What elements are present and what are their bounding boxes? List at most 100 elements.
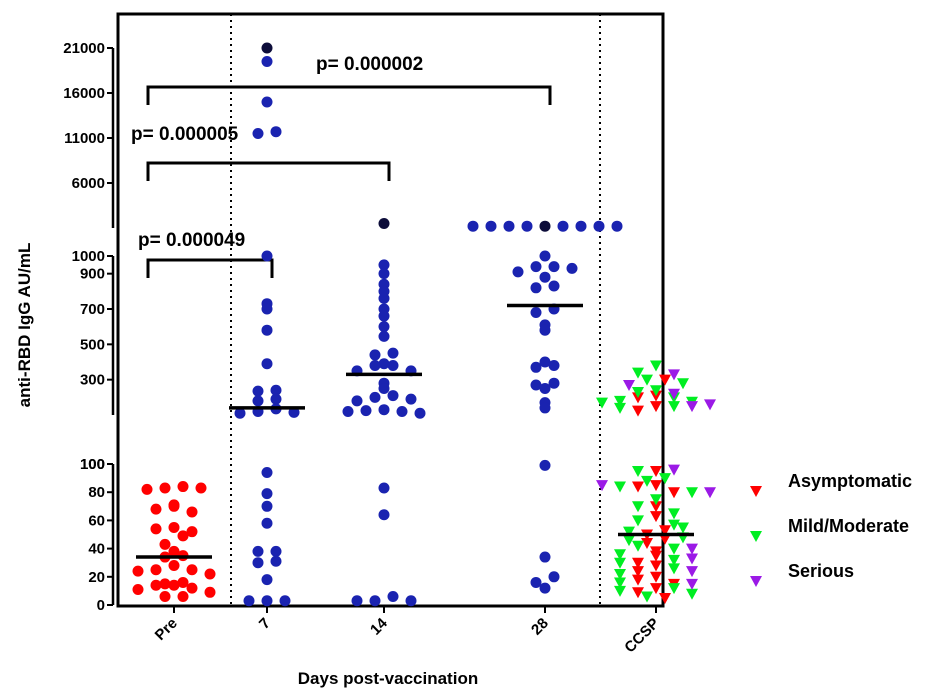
median-lines xyxy=(136,303,694,559)
data-point xyxy=(378,310,390,322)
data-point xyxy=(351,395,363,407)
data-point xyxy=(186,564,198,576)
data-point xyxy=(186,506,198,518)
p-value-bracket xyxy=(146,85,552,105)
data-point xyxy=(261,500,273,512)
data-point xyxy=(168,579,180,591)
data-point xyxy=(548,360,560,372)
data-point-triangle xyxy=(668,563,680,575)
y-tick-label: 16000 xyxy=(63,85,105,102)
data-point xyxy=(378,358,390,370)
data-point-triangle xyxy=(632,466,644,478)
data-point xyxy=(485,220,497,232)
data-point-triangle xyxy=(686,588,698,600)
data-point xyxy=(186,526,198,538)
data-point-triangle xyxy=(686,566,698,578)
legend-label: Serious xyxy=(788,561,854,581)
data-point xyxy=(261,466,273,478)
data-point-triangle xyxy=(686,553,698,565)
data-point xyxy=(159,591,171,603)
data-point-triangle xyxy=(668,543,680,555)
data-point-triangle xyxy=(677,378,689,390)
data-point-triangle xyxy=(668,464,680,476)
y-tick-label: 900 xyxy=(80,266,105,283)
data-point-triangle xyxy=(623,535,635,547)
data-point-triangle xyxy=(686,543,698,555)
data-point xyxy=(566,262,578,274)
data-point-triangle xyxy=(632,405,644,417)
data-point-triangle xyxy=(632,515,644,527)
data-point xyxy=(539,459,551,471)
data-point-triangle xyxy=(614,568,626,580)
data-point-triangle xyxy=(650,385,662,397)
data-point xyxy=(378,321,390,333)
y-tick-label: 20 xyxy=(88,569,105,586)
data-point xyxy=(150,579,162,591)
data-point-triangle xyxy=(632,566,644,578)
data-point-triangle xyxy=(659,525,671,537)
data-point xyxy=(261,324,273,336)
y-tick-label: 500 xyxy=(80,336,105,353)
data-point-triangle xyxy=(668,583,680,595)
data-point xyxy=(177,591,189,603)
data-point xyxy=(168,545,180,557)
data-point-triangle xyxy=(677,522,689,534)
data-point-triangle xyxy=(686,578,698,590)
data-point-triangle xyxy=(614,395,626,407)
legend-marker xyxy=(750,576,762,587)
axes-layer: 0204060801001003005007009001000600011000… xyxy=(63,12,665,656)
data-point xyxy=(539,582,551,594)
data-point-triangle xyxy=(614,549,626,561)
y-tick-label: 1000 xyxy=(72,248,105,265)
data-point-triangle xyxy=(641,475,653,487)
data-point xyxy=(548,377,560,389)
data-point xyxy=(252,557,264,569)
data-point xyxy=(611,220,623,232)
data-point xyxy=(378,482,390,494)
data-point xyxy=(539,402,551,414)
data-point xyxy=(387,390,399,402)
data-point-triangle xyxy=(641,374,653,386)
significance-brackets: p= 0.000049 p= 0.000005 p= 0.000002 xyxy=(131,54,552,278)
data-point xyxy=(548,280,560,292)
data-point xyxy=(575,220,587,232)
data-point xyxy=(378,218,390,229)
data-point xyxy=(351,595,363,607)
data-point xyxy=(261,517,273,529)
y-tick-label: 21000 xyxy=(63,40,105,57)
data-point xyxy=(177,481,189,493)
data-point xyxy=(159,578,171,590)
data-point-triangle xyxy=(668,401,680,413)
data-point xyxy=(521,220,533,232)
data-point-triangle xyxy=(632,574,644,586)
p-value-label: p= 0.000002 xyxy=(316,54,423,75)
data-point-triangle xyxy=(632,481,644,493)
data-point xyxy=(539,220,551,232)
data-point xyxy=(159,538,171,550)
data-point xyxy=(150,523,162,535)
data-point xyxy=(405,393,417,405)
data-point xyxy=(132,583,144,595)
data-point-triangle xyxy=(632,540,644,552)
data-point-triangle xyxy=(668,519,680,531)
data-point-triangle xyxy=(614,402,626,414)
data-point xyxy=(261,56,273,67)
data-point xyxy=(378,383,390,394)
data-point xyxy=(539,383,551,394)
y-tick-label: 0 xyxy=(97,597,105,614)
data-point xyxy=(261,42,273,54)
data-point xyxy=(195,482,207,494)
data-point xyxy=(252,385,264,397)
data-point-triangle xyxy=(650,583,662,595)
data-point-triangle xyxy=(614,557,626,569)
data-point xyxy=(204,586,216,598)
data-point xyxy=(557,220,569,232)
data-point xyxy=(261,250,273,262)
data-point xyxy=(405,595,417,607)
data-point xyxy=(530,379,542,391)
x-tick-label: 14 xyxy=(367,614,391,638)
data-point xyxy=(369,360,381,372)
data-point xyxy=(342,405,354,417)
x-tick-label: CCSP xyxy=(621,615,662,656)
